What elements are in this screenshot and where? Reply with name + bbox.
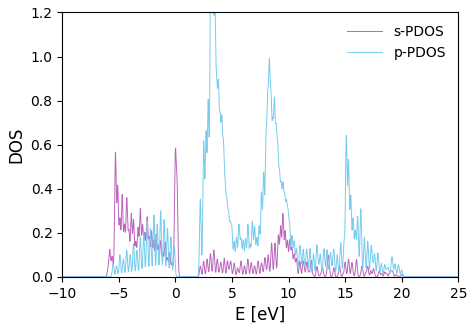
s-PDOS [353, 262, 359, 266]
p-PDOS [59, 275, 65, 279]
s-PDOS [456, 275, 461, 279]
s-PDOS [311, 274, 317, 278]
p-PDOS [203, 141, 209, 145]
p-PDOS [374, 261, 380, 265]
Line: p-PDOS: p-PDOS [62, 0, 458, 277]
p-PDOS [456, 275, 461, 279]
p-PDOS [311, 256, 317, 260]
s-PDOS [79, 275, 85, 279]
p-PDOS [353, 233, 359, 237]
Line: s-PDOS: s-PDOS [62, 148, 458, 277]
p-PDOS [79, 275, 85, 279]
s-PDOS [59, 275, 65, 279]
Y-axis label: DOS: DOS [7, 126, 25, 163]
X-axis label: E [eV]: E [eV] [235, 306, 285, 324]
s-PDOS [203, 270, 209, 274]
s-PDOS [173, 146, 178, 150]
s-PDOS [374, 275, 380, 279]
Legend: s-PDOS, p-PDOS: s-PDOS, p-PDOS [342, 20, 451, 66]
p-PDOS [294, 247, 300, 251]
s-PDOS [294, 257, 300, 261]
